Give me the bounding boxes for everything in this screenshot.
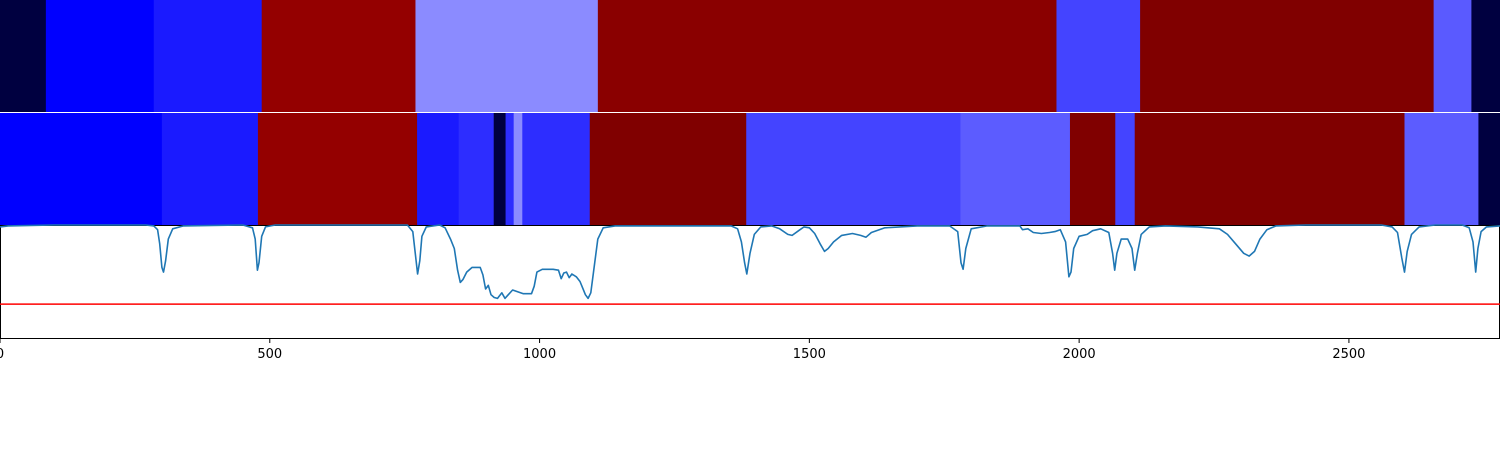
heatmap-segment-bottom-9	[589, 113, 747, 225]
x-tick-label-1500: 1500	[793, 347, 826, 362]
heatmap-segment-bottom-12	[1069, 113, 1116, 225]
heatmap-segment-top-3	[261, 0, 417, 112]
line-plot-frame	[0, 225, 1500, 339]
heatmap-segment-bottom-7	[513, 113, 523, 225]
heatmap-segment-bottom-11	[960, 113, 1071, 225]
x-tick-label-1000: 1000	[523, 347, 556, 362]
heatmap-segment-top-0	[0, 0, 47, 112]
heatmap-segment-bottom-14	[1134, 113, 1406, 225]
heatmap-segment-bottom-8	[522, 113, 591, 225]
heatmap-segment-bottom-3	[417, 113, 460, 225]
heatmap-segment-bottom-4	[458, 113, 495, 225]
x-tick-label-2000: 2000	[1063, 347, 1096, 362]
heatmap-segment-bottom-6	[505, 113, 515, 225]
heatmap-segment-bottom-2	[257, 113, 418, 225]
heatmap-segment-bottom-13	[1115, 113, 1136, 225]
heatmap-segment-bottom-0	[0, 113, 163, 225]
heatmap-bottom-track	[0, 113, 1500, 225]
heatmap-segment-bottom-5	[493, 113, 507, 225]
heatmap-top-track	[0, 0, 1500, 112]
heatmap-segment-top-8	[1433, 0, 1473, 112]
heatmap-segment-top-6	[1056, 0, 1141, 112]
heatmap-segment-bottom-10	[746, 113, 962, 225]
x-axis: 0 500 1000 1500 2000 2500	[0, 338, 1365, 362]
heatmap-segment-bottom-16	[1478, 113, 1500, 225]
heatmap-segment-top-4	[415, 0, 599, 112]
heatmap-segment-top-2	[153, 0, 263, 112]
heatmap-segment-top-5	[597, 0, 1058, 112]
x-tick-label-2500: 2500	[1332, 347, 1365, 362]
heatmap-segment-top-7	[1140, 0, 1435, 112]
heatmap-segment-bottom-1	[161, 113, 259, 225]
series-line	[0, 224, 1500, 300]
x-tick-label-500: 500	[257, 347, 282, 362]
line-plot-panel	[0, 224, 1500, 339]
heatmap-segment-bottom-15	[1404, 113, 1480, 225]
heatmap-segment-top-1	[45, 0, 155, 112]
heatmap-segment-top-9	[1471, 0, 1500, 112]
x-tick-label-0: 0	[0, 347, 4, 362]
